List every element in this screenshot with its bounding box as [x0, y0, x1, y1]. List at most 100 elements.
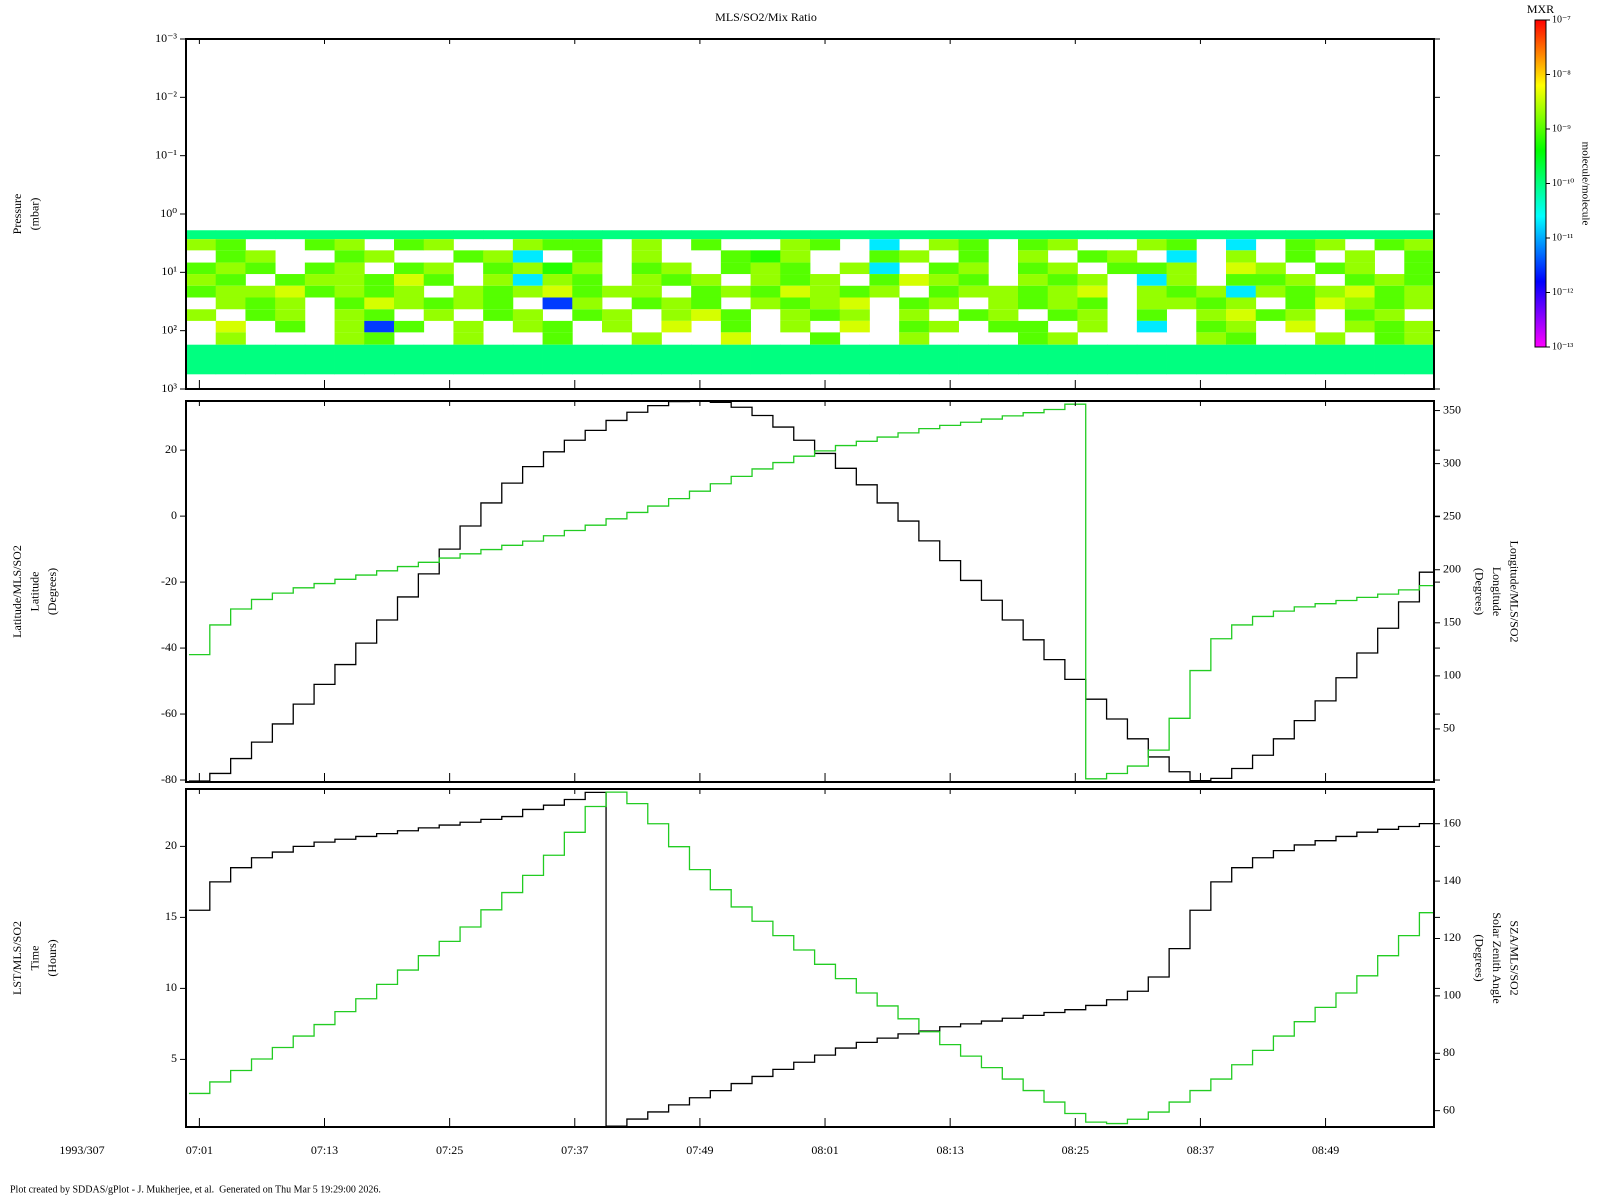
heatmap-cell [364, 344, 395, 375]
footer: Plot created by SDDAS/gPlot - J. Mukherj… [10, 1184, 381, 1195]
heatmap-cell [1047, 239, 1078, 251]
y-axis-label: LST/MLS/SO2 [10, 921, 24, 995]
heatmap-cell [186, 262, 217, 275]
heatmap-cell [1107, 250, 1138, 263]
heatmap-cell [512, 250, 543, 263]
heatmap-cell [512, 239, 543, 251]
heatmap-cell [245, 309, 276, 321]
heatmap-cell [928, 274, 959, 286]
heatmap-cell [899, 344, 930, 375]
heatmap-cell [1077, 285, 1108, 298]
heatmap-cell [1107, 230, 1138, 240]
y2-tick-label: 150 [1443, 615, 1461, 629]
heatmap-cell [691, 285, 722, 298]
heatmap-cell [839, 230, 870, 240]
y2-tick-label: 100 [1443, 988, 1461, 1002]
heatmap-cell [542, 230, 573, 240]
y-tick-label: -60 [161, 706, 177, 720]
heatmap-cell [542, 332, 573, 345]
y-tick-label: 10⁻³ [155, 31, 177, 45]
heatmap-cell [928, 320, 959, 333]
y2-tick-label: 140 [1443, 873, 1461, 887]
heatmap-cell [1018, 332, 1049, 345]
heatmap-cell [1077, 274, 1108, 286]
heatmap-cell [899, 297, 930, 310]
heatmap-cell [1166, 274, 1197, 286]
heatmap-cell [1226, 332, 1257, 345]
heatmap-cell [661, 320, 692, 333]
heatmap-cell [839, 262, 870, 275]
heatmap-cell [1047, 309, 1078, 321]
heatmap-cell [334, 332, 365, 345]
heatmap-cell [1315, 344, 1346, 375]
heatmap-cell [928, 344, 959, 375]
y2-tick-label: 200 [1443, 561, 1461, 575]
heatmap-cell [423, 297, 454, 310]
heatmap-cell [483, 230, 514, 240]
heatmap-cell [602, 320, 633, 333]
y-tick-label: 10⁰ [160, 206, 177, 220]
heatmap-cell [661, 309, 692, 321]
heatmap-cell [542, 297, 573, 310]
heatmap-cell [750, 344, 781, 375]
heatmap-cell [1344, 250, 1375, 263]
heatmap-cell [572, 344, 603, 375]
heatmap-cell [780, 309, 811, 321]
step-line [188, 791, 1434, 1127]
heatmap-cell [572, 309, 603, 321]
heatmap-cell [1136, 274, 1167, 286]
y-tick-label: 10³ [161, 381, 177, 395]
plot-frame [185, 400, 1435, 783]
heatmap-cell [1077, 230, 1108, 240]
y2-axis-label: Longitude/MLS/SO2 [1507, 540, 1521, 642]
heatmap-cell [839, 344, 870, 375]
heatmap-cell [1196, 320, 1227, 333]
heatmap-cell [334, 285, 365, 298]
heatmap-cell [1315, 285, 1346, 298]
heatmap-cell [1285, 230, 1316, 240]
heatmap-cell [1166, 344, 1197, 375]
heatmap-cell [661, 297, 692, 310]
heatmap-cell [958, 309, 989, 321]
heatmap-cell [661, 230, 692, 240]
heatmap-cell [275, 274, 306, 286]
heatmap-cell [958, 274, 989, 286]
heatmap-cell [631, 262, 662, 275]
heatmap-cell [364, 320, 395, 333]
heatmap-cell [512, 274, 543, 286]
heatmap-cell [1226, 239, 1257, 251]
heatmap-cell [245, 285, 276, 298]
heatmap-cell [750, 250, 781, 263]
heatmap-cell [245, 230, 276, 240]
heatmap-cell [720, 262, 751, 275]
panel: -80 -60 -40 -20 0 20 50 100 150 200 250 300 350 Latit… [10, 400, 1521, 786]
heatmap-cell [483, 285, 514, 298]
heatmap-cell [394, 230, 425, 240]
heatmap-cell [1077, 320, 1108, 333]
heatmap-cell [1196, 230, 1227, 240]
heatmap-cell [691, 297, 722, 310]
heatmap-cell [304, 239, 335, 251]
x-axis-date: 1993/307 [59, 1143, 104, 1157]
y-tick-label: 10¹ [161, 264, 177, 278]
heatmap-cell [186, 239, 217, 251]
heatmap-cell [186, 285, 217, 298]
heatmap-cell [1196, 332, 1227, 345]
heatmap-cell [1226, 285, 1257, 298]
heatmap-cell [1374, 230, 1405, 240]
heatmap-cell [1018, 274, 1049, 286]
heatmap-cell [1018, 285, 1049, 298]
heatmap-cell [1107, 344, 1138, 375]
heatmap-cell [869, 239, 900, 251]
heatmap-cell [780, 250, 811, 263]
heatmap-cell [483, 344, 514, 375]
x-tick-label: 07:01 [186, 1143, 213, 1157]
heatmap-cell [1374, 309, 1405, 321]
y2-axis-label: Solar Zenith Angle [1490, 912, 1504, 1003]
heatmap-cell [720, 309, 751, 321]
colorbar-tick-label: 10⁻⁹ [1552, 123, 1571, 134]
heatmap-cell [869, 274, 900, 286]
heatmap-cell [215, 239, 246, 251]
heatmap-cell [928, 230, 959, 240]
heatmap-cell [988, 297, 1019, 310]
